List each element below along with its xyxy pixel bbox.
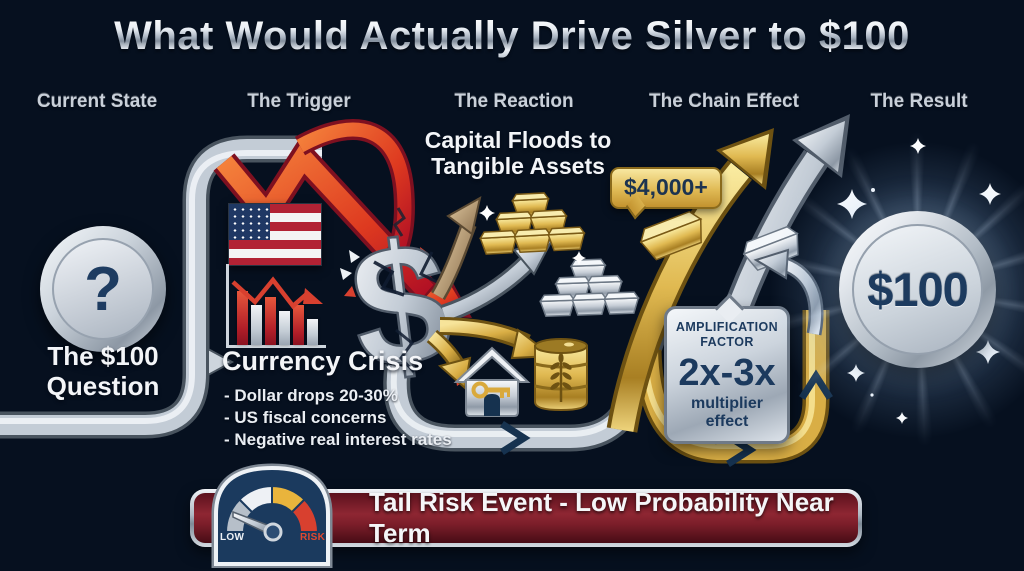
- question-caption-line2: Question: [46, 371, 160, 401]
- page-title: What Would Actually Drive Silver to $100: [0, 14, 1024, 59]
- reaction-heading: Capital Floods to Tangible Assets: [418, 127, 618, 179]
- column-header-chain-effect: The Chain Effect: [649, 91, 799, 112]
- gauge-risk-label: RISK: [300, 532, 326, 543]
- real-estate-icon: [453, 346, 531, 417]
- gauge-hub: [263, 522, 283, 542]
- flow-pipe-silver-left: [0, 135, 322, 439]
- silver-bars-icon: [538, 258, 640, 317]
- amplification-factor-panel: AMPLIFICATION FACTOR 2x-3x multiplier ef…: [664, 306, 790, 444]
- question-caption: The $100 Question: [26, 341, 180, 401]
- trigger-bullet: - Negative real interest rates: [224, 430, 452, 449]
- trigger-bullet-list: - Dollar drops 20-30% - US fiscal concer…: [224, 385, 452, 451]
- commodities-barrel-icon: [534, 338, 588, 412]
- trigger-bullet: - US fiscal concerns: [224, 408, 387, 427]
- declining-chart-icon: [226, 264, 326, 348]
- gold-bars-icon: [479, 192, 586, 255]
- reaction-heading-line1: Capital Floods to: [424, 127, 612, 153]
- column-header-result: The Result: [870, 91, 968, 112]
- multiplier-sub-line2: effect: [705, 412, 749, 430]
- trigger-heading: Currency Crisis: [222, 346, 424, 376]
- gold-price-callout: $4,000+: [610, 167, 722, 209]
- question-caption-line1: The $100: [47, 341, 159, 371]
- column-header-trigger: The Trigger: [247, 91, 351, 112]
- svg-text:$: $: [342, 204, 460, 406]
- crash-swoosh-icon: [294, 119, 428, 260]
- column-header-current-state: Current State: [36, 91, 158, 112]
- column-header-reaction: The Reaction: [454, 91, 574, 112]
- risk-gauge: LOW RISK 12-24 months: [206, 458, 338, 569]
- silver-100-coin: $100: [839, 211, 996, 368]
- question-coin: ?: [40, 226, 166, 352]
- risk-banner-text: Tail Risk Event - Low Probability Near T…: [369, 487, 834, 548]
- gauge-low-label: LOW: [220, 532, 245, 543]
- amplification-title-line2: FACTOR: [700, 334, 754, 349]
- amplification-title-line1: AMPLIFICATION: [675, 319, 779, 334]
- multiplier-value: 2x-3x: [678, 351, 776, 394]
- pipe-pointer: [207, 347, 235, 377]
- multiplier-sub-line1: multiplier: [690, 394, 763, 412]
- trigger-bullet: - Dollar drops 20-30%: [224, 386, 398, 405]
- reaction-heading-line2: Tangible Assets: [431, 153, 605, 179]
- coin-value: $100: [852, 224, 983, 355]
- us-flag-icon: [228, 203, 322, 266]
- question-mark-icon: ?: [52, 238, 154, 340]
- cracked-dollar-icon: $: [340, 203, 466, 408]
